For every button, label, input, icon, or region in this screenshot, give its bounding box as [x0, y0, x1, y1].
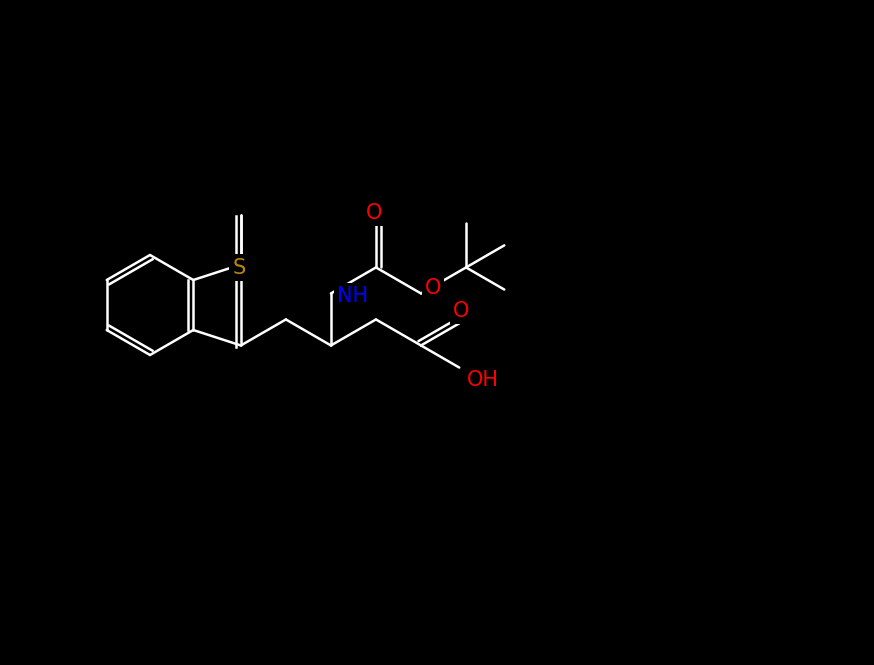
Text: O: O	[365, 203, 382, 223]
Text: O: O	[453, 301, 469, 321]
Text: O: O	[425, 279, 441, 299]
Text: OH: OH	[468, 370, 499, 390]
Text: S: S	[232, 257, 246, 277]
Text: NH: NH	[337, 287, 369, 307]
